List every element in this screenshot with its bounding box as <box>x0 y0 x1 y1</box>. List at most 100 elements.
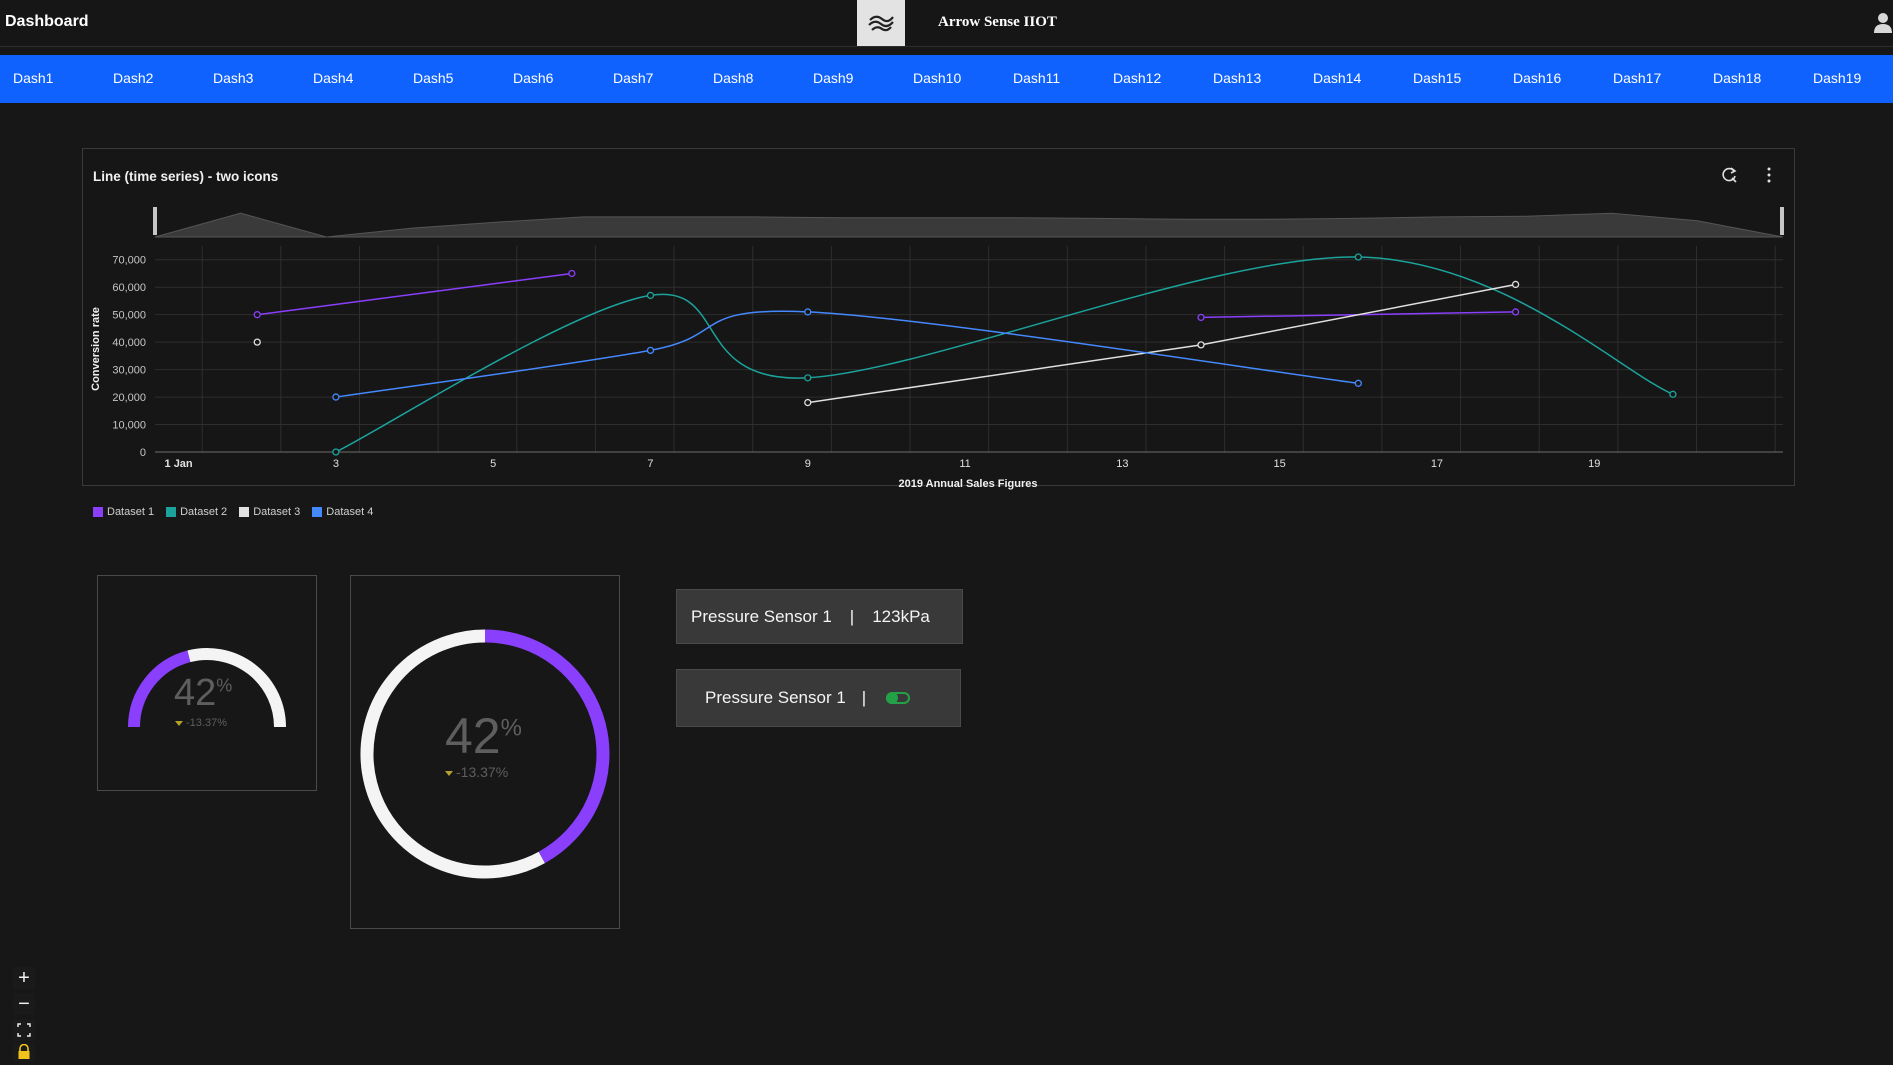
nav-item-dash16[interactable]: Dash16 <box>1513 70 1562 86</box>
nav-item-dash15[interactable]: Dash15 <box>1413 70 1462 86</box>
circular-gauge-card: 42% -13.37% <box>350 575 620 929</box>
trend-down-icon <box>445 770 453 776</box>
data-point <box>1354 253 1362 261</box>
sensor-label: Pressure Sensor 1 <box>691 606 832 626</box>
x-tick-label: 5 <box>490 458 496 470</box>
nav-item-dash19[interactable]: Dash19 <box>1813 70 1862 86</box>
nav-item-dash3[interactable]: Dash3 <box>213 70 254 86</box>
y-tick-label: 60,000 <box>112 282 146 294</box>
x-tick-label: 19 <box>1588 458 1600 470</box>
nav-item-dash18[interactable]: Dash18 <box>1713 70 1762 86</box>
status-toggle-icon[interactable] <box>886 692 911 704</box>
semicircle-gauge-card: 42% -13.37% <box>97 575 317 791</box>
nav-item-dash6[interactable]: Dash6 <box>513 70 554 86</box>
nav-item-dash9[interactable]: Dash9 <box>813 70 854 86</box>
chart-title: Line (time series) - two icons <box>93 169 279 184</box>
legend-item[interactable]: Dataset 3 <box>239 506 300 518</box>
nav-item-dash2[interactable]: Dash2 <box>113 70 154 86</box>
nav-item-dash7[interactable]: Dash7 <box>613 70 654 86</box>
x-tick-label: 11 <box>959 458 970 470</box>
data-point <box>253 311 261 319</box>
semicircle-gauge <box>128 648 286 728</box>
line-chart-card: Line (time series) - two icons 0 10,000 20… <box>82 148 1795 490</box>
gauge-delta: -13.37% <box>445 764 508 780</box>
nav-item-dash5[interactable]: Dash5 <box>413 70 454 86</box>
gauge-value: 42% <box>174 672 233 714</box>
pressure-sensor-status-tile[interactable]: Pressure Sensor 1 | <box>676 669 961 727</box>
data-point <box>1197 341 1205 349</box>
nav-item-dash12[interactable]: Dash12 <box>1113 70 1162 86</box>
y-tick-label: 30,000 <box>112 365 146 377</box>
y-tick-label: 40,000 <box>112 337 146 349</box>
legend-item[interactable]: Dataset 2 <box>166 506 227 518</box>
sensor-separator: | <box>849 606 855 626</box>
data-point <box>253 338 261 346</box>
line-chart[interactable]: 0 10,000 20,000 30,000 40,000 50,000 60,000 70,… <box>83 149 1794 495</box>
nav-item-dash13[interactable]: Dash13 <box>1213 70 1262 86</box>
data-point <box>646 346 655 355</box>
legend-swatch <box>93 507 103 517</box>
y-tick-label: 70,000 <box>112 255 146 267</box>
y-axis-title: Conversion rate <box>90 307 102 391</box>
top-bar: Dashboard Arrow Sense IIOT <box>0 0 1893 47</box>
data-point <box>804 374 812 382</box>
legend-swatch <box>312 507 323 517</box>
series-line <box>335 310 1359 398</box>
nav-item-dash10[interactable]: Dash10 <box>913 70 962 86</box>
legend-item[interactable]: Dataset 4 <box>312 506 373 518</box>
x-tick-label: 15 <box>1274 458 1286 470</box>
x-tick-label: 1 Jan <box>165 458 193 470</box>
legend-item[interactable]: Dataset 1 <box>93 506 154 518</box>
data-point <box>1197 313 1205 322</box>
zoom-out-icon[interactable]: − <box>13 993 35 1015</box>
sensor-value: 123kPa <box>872 606 930 626</box>
series-line <box>807 283 1516 404</box>
trend-down-icon <box>175 720 183 726</box>
x-tick-label: 17 <box>1431 458 1443 470</box>
overview-area <box>154 212 1784 238</box>
legend-label: Dataset 4 <box>326 506 374 518</box>
data-point <box>332 393 340 401</box>
nav-item-dash11[interactable]: Dash11 <box>1013 70 1061 86</box>
pressure-sensor-value-tile[interactable]: Pressure Sensor 1 | 123kPa <box>676 589 963 644</box>
legend-label: Dataset 1 <box>107 506 155 518</box>
overflow-menu-icon[interactable] <box>1759 165 1779 185</box>
y-tick-label: 10,000 <box>112 420 146 432</box>
lock-icon[interactable] <box>13 1043 35 1061</box>
refresh-icon[interactable] <box>1719 165 1739 185</box>
data-point <box>568 269 576 278</box>
y-tick-label: 50,000 <box>112 310 146 322</box>
series-line <box>335 256 1674 453</box>
x-tick-label: 13 <box>1116 458 1128 470</box>
x-tick-label: 7 <box>647 458 653 470</box>
legend-label: Dataset 2 <box>180 506 228 518</box>
data-point <box>804 398 812 407</box>
data-point <box>804 308 812 316</box>
data-point <box>1511 308 1520 316</box>
fit-screen-icon[interactable] <box>13 1019 35 1041</box>
nav-item-dash14[interactable]: Dash14 <box>1313 70 1362 86</box>
x-tick-label: 9 <box>805 458 811 470</box>
circular-gauge <box>360 629 610 879</box>
nav-item-dash4[interactable]: Dash4 <box>313 70 354 86</box>
data-point <box>646 291 655 300</box>
gauge-delta: -13.37% <box>175 717 227 729</box>
data-point <box>1354 379 1362 387</box>
nav-item-dash1[interactable]: Dash1 <box>13 70 54 86</box>
zoom-in-icon[interactable]: + <box>13 967 35 989</box>
legend-swatch <box>239 507 250 517</box>
nav-item-dash8[interactable]: Dash8 <box>713 70 754 86</box>
brand-logo-icon[interactable] <box>857 0 905 46</box>
brush-handle-right-icon <box>1780 207 1784 235</box>
sensor-separator: | <box>861 688 867 707</box>
brush-handle-left-icon <box>153 207 157 235</box>
series-line <box>257 272 572 316</box>
nav-item-dash17[interactable]: Dash17 <box>1613 70 1662 86</box>
legend-swatch <box>166 507 177 517</box>
data-point <box>1511 280 1520 289</box>
sensor-label: Pressure Sensor 1 <box>705 688 846 707</box>
user-icon[interactable] <box>1873 12 1893 34</box>
x-axis-title: 2019 Annual Sales Figures <box>899 478 1038 490</box>
app-title: Dashboard <box>5 13 89 30</box>
y-tick-label: 20,000 <box>112 392 146 404</box>
